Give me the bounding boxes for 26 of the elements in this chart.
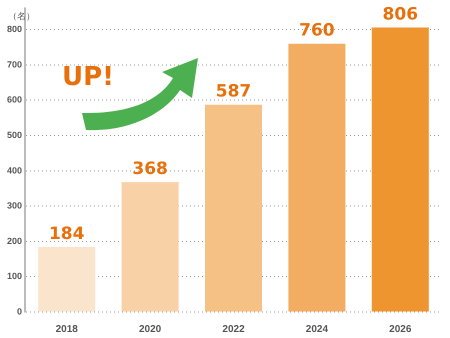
y-tick-label: 800 <box>6 24 22 34</box>
y-axis-title: （名） <box>8 10 35 23</box>
bar <box>122 182 179 312</box>
y-tick-label: 700 <box>6 59 22 70</box>
y-tick-label: 100 <box>6 271 22 282</box>
annotation: UP! <box>62 62 114 92</box>
data-label: 184 <box>48 224 85 244</box>
bar <box>38 247 96 312</box>
x-tick-label: 2020 <box>138 324 162 335</box>
bar <box>288 44 346 312</box>
y-tick-label: 500 <box>6 130 22 140</box>
y-tick-label: 600 <box>6 94 22 105</box>
y-tick-label: 300 <box>6 200 22 211</box>
x-tick-label: 2018 <box>56 324 78 335</box>
data-label: 368 <box>132 159 168 180</box>
data-label: 760 <box>299 20 335 41</box>
data-label: 806 <box>382 4 418 24</box>
x-tick-label: 2026 <box>389 324 412 335</box>
x-tick-label: 2022 <box>222 324 246 335</box>
bar <box>204 104 262 312</box>
y-tick-label: 200 <box>6 236 22 246</box>
bar <box>372 27 429 312</box>
y-tick-label: 0 <box>17 306 22 316</box>
x-tick-label: 2024 <box>306 324 328 335</box>
y-tick-label: 400 <box>6 165 22 176</box>
data-label: 587 <box>216 82 252 102</box>
